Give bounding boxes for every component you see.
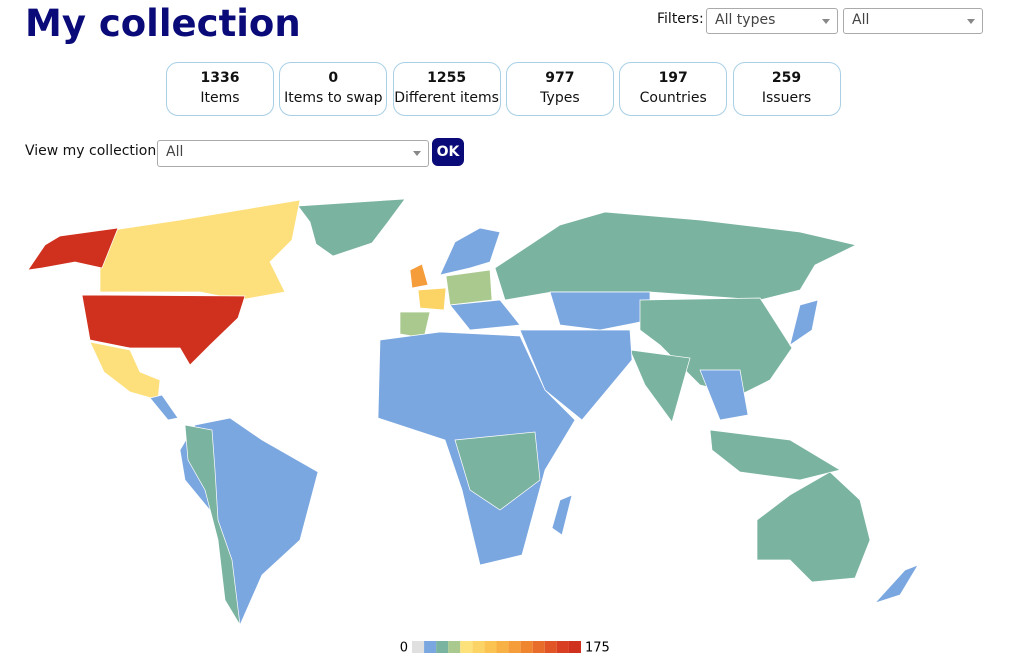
andes (184, 424, 241, 626)
central-africa (454, 431, 541, 511)
new-zealand (873, 564, 919, 604)
stat-box: 197 Countries (619, 62, 728, 116)
indonesia (709, 429, 841, 481)
scope-filter[interactable]: All (843, 8, 983, 34)
legend-swatch (472, 641, 485, 653)
legend-swatch (424, 641, 437, 653)
balkans (449, 299, 521, 331)
southeast-asia (699, 369, 749, 421)
stat-text: Issuers (761, 90, 812, 106)
legend-swatch (520, 641, 533, 653)
legend: 0 175 (400, 641, 610, 656)
stat-text: 977 (545, 70, 575, 86)
stat-text: Items (200, 90, 240, 106)
ok-button[interactable]: OK (432, 138, 464, 166)
legend-swatch (436, 641, 449, 653)
stat-text: 0 (328, 70, 339, 86)
stat-box: 259 Issuers (732, 62, 841, 116)
central-asia (549, 291, 651, 331)
stat-text: 197 (658, 70, 688, 86)
stat-box: 1255 Different items (392, 62, 501, 116)
legend-swatch (556, 641, 569, 653)
filters-label: Filters: (657, 11, 704, 27)
greenland (297, 198, 406, 257)
alaska (27, 227, 119, 271)
legend-swatch (484, 641, 497, 653)
stat-text: 1255 (427, 70, 467, 86)
stat-text: Countries (639, 90, 707, 106)
stat-text: Types (540, 90, 580, 106)
stat-text: 1336 (200, 70, 240, 86)
russia (494, 211, 858, 301)
legend-swatch (412, 641, 425, 653)
type-filter[interactable]: All types (706, 8, 838, 34)
stat-box: 0 Items to swap (279, 62, 388, 116)
madagascar (551, 494, 573, 536)
legend-swatch (496, 641, 509, 653)
usa (81, 294, 246, 366)
stat-text: Items to swap (284, 90, 383, 106)
middle-east (519, 329, 633, 421)
japan (789, 299, 819, 346)
central-america (149, 394, 179, 421)
legend-swatch (532, 641, 545, 653)
view-label: View my collection: (25, 143, 161, 159)
legend-swatch (544, 641, 557, 653)
canada (99, 199, 301, 301)
legend-swatch (568, 641, 581, 653)
legend-swatch (508, 641, 521, 653)
france (417, 287, 447, 311)
uk (409, 263, 429, 289)
mexico (89, 341, 161, 401)
legend-min: 0 (400, 641, 408, 656)
page-title: My collection (25, 2, 301, 45)
stat-text: 259 (771, 70, 802, 86)
scandinavia (439, 227, 501, 276)
legend-swatch (448, 641, 461, 653)
stat-box: 1336 Items (166, 62, 274, 116)
view-select[interactable]: All (157, 140, 429, 167)
legend-max: 175 (585, 641, 610, 656)
legend-swatch (460, 641, 473, 653)
australia (756, 471, 871, 583)
stat-box: 977 Types (505, 62, 614, 116)
central-europe (445, 269, 493, 306)
stat-text: Different items (394, 90, 499, 106)
india (629, 349, 691, 423)
